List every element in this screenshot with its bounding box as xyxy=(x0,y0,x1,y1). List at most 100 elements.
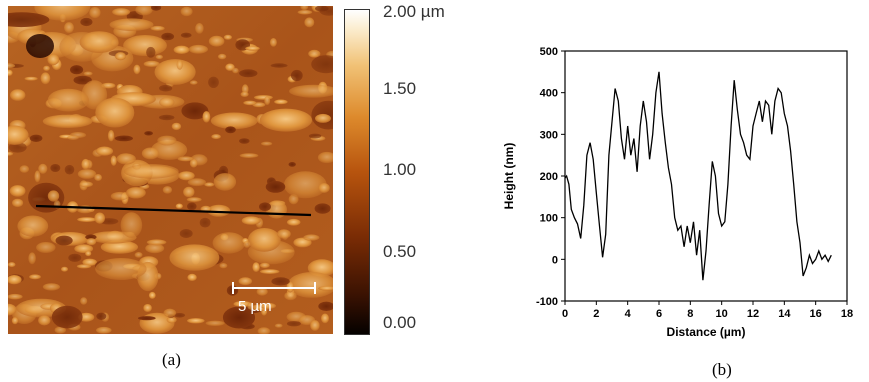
afm-grain xyxy=(187,202,197,211)
afm-grain xyxy=(80,17,93,27)
afm-grain xyxy=(161,32,175,41)
afm-grain xyxy=(270,63,288,68)
y-tick-label: 0 xyxy=(552,254,558,266)
x-tick-label: 6 xyxy=(656,308,662,320)
scale-bar-label: 5 µm xyxy=(238,298,272,315)
y-axis-title: Height (nm) xyxy=(502,143,516,210)
colorbar-tick-label: 0.00 xyxy=(383,313,417,332)
afm-grain xyxy=(243,240,251,248)
afm-grain xyxy=(260,269,280,274)
afm-grain xyxy=(225,126,236,134)
afm-grain xyxy=(187,273,197,281)
colorbar-tick-label: 0.50 xyxy=(383,241,417,261)
afm-grain xyxy=(260,141,273,146)
afm-grain xyxy=(159,97,175,108)
afm-grain xyxy=(257,327,271,334)
afm-grain xyxy=(240,91,249,98)
afm-grain xyxy=(141,147,160,160)
afm-grain xyxy=(171,122,182,131)
afm-grain xyxy=(173,45,190,54)
afm-grain xyxy=(247,302,254,311)
afm-grain xyxy=(146,239,167,246)
afm-grain xyxy=(274,323,283,328)
afm-grain xyxy=(158,114,175,121)
y-tick-label: 100 xyxy=(540,213,558,225)
afm-grain xyxy=(143,60,160,67)
afm-grain xyxy=(8,151,14,156)
afm-grain xyxy=(264,96,271,105)
afm-grain xyxy=(211,134,221,140)
afm-grain xyxy=(300,6,309,11)
afm-grain xyxy=(271,277,290,286)
afm-grain xyxy=(85,250,92,257)
colorbar-tick-label: 2.00 µm xyxy=(383,2,445,21)
afm-grain xyxy=(239,69,258,78)
afm-grain xyxy=(314,203,331,214)
x-tick-label: 18 xyxy=(841,308,853,320)
afm-grain xyxy=(9,185,26,197)
afm-grain xyxy=(151,6,162,11)
afm-grain xyxy=(95,97,135,128)
afm-grain xyxy=(319,6,333,16)
afm-grain xyxy=(176,59,183,70)
afm-grain xyxy=(159,84,173,92)
afm-grain xyxy=(29,134,43,142)
height-profile-series-line xyxy=(564,71,832,281)
afm-grain xyxy=(146,46,156,58)
afm-grain xyxy=(50,164,61,172)
afm-grain xyxy=(150,25,165,31)
afm-grain xyxy=(205,320,225,326)
afm-grain xyxy=(79,181,93,188)
afm-grain xyxy=(143,304,152,312)
afm-grain xyxy=(79,31,119,53)
afm-grain xyxy=(115,52,126,61)
afm-grain xyxy=(199,217,211,228)
afm-grain xyxy=(36,242,56,253)
afm-grain xyxy=(55,235,73,246)
afm-grain xyxy=(186,197,202,203)
afm-grain xyxy=(100,240,138,254)
afm-grain xyxy=(179,229,193,238)
x-axis-ticks: 0 2 4 6 8 10 12 14 16 18 xyxy=(562,301,853,320)
afm-grain xyxy=(241,216,261,225)
afm-grain xyxy=(89,7,101,19)
afm-grain xyxy=(29,274,41,280)
afm-grain xyxy=(96,312,107,320)
afm-grain xyxy=(204,182,215,187)
afm-grain xyxy=(8,293,23,300)
afm-grain xyxy=(265,181,286,193)
afm-grain xyxy=(67,135,79,140)
afm-grain xyxy=(308,49,321,58)
afm-grain xyxy=(77,217,97,223)
afm-grain xyxy=(212,232,246,254)
afm-grain xyxy=(238,277,253,286)
afm-grain xyxy=(116,153,136,165)
afm-grain xyxy=(247,228,281,252)
afm-grain xyxy=(162,186,173,194)
afm-grain xyxy=(145,243,165,254)
afm-grain xyxy=(189,158,198,168)
afm-grain xyxy=(178,171,195,181)
afm-grain xyxy=(47,54,60,66)
afm-grain xyxy=(225,63,235,71)
profile-line xyxy=(35,204,312,217)
afm-dark-pit xyxy=(26,34,54,58)
height-profile-chart: -100 0 100 200 300 400 500 0 2 4 6 8 10 12 14 16 18 Dis… xyxy=(502,46,853,339)
panel-label-a: (a) xyxy=(162,350,181,369)
afm-grain xyxy=(47,88,89,112)
afm-grain xyxy=(213,173,237,191)
afm-grain xyxy=(239,153,259,159)
afm-grain xyxy=(155,54,163,60)
y-tick-label: 500 xyxy=(540,46,558,58)
afm-grain xyxy=(47,190,60,202)
afm-grain xyxy=(286,218,301,226)
afm-grain xyxy=(8,69,13,76)
afm-grain xyxy=(34,6,91,21)
x-tick-label: 14 xyxy=(778,308,791,320)
afm-grain xyxy=(85,234,97,240)
x-tick-label: 8 xyxy=(687,308,693,320)
afm-grain xyxy=(8,125,29,145)
afm-grain xyxy=(12,198,24,208)
afm-grain xyxy=(187,318,205,324)
afm-grain xyxy=(110,191,129,201)
